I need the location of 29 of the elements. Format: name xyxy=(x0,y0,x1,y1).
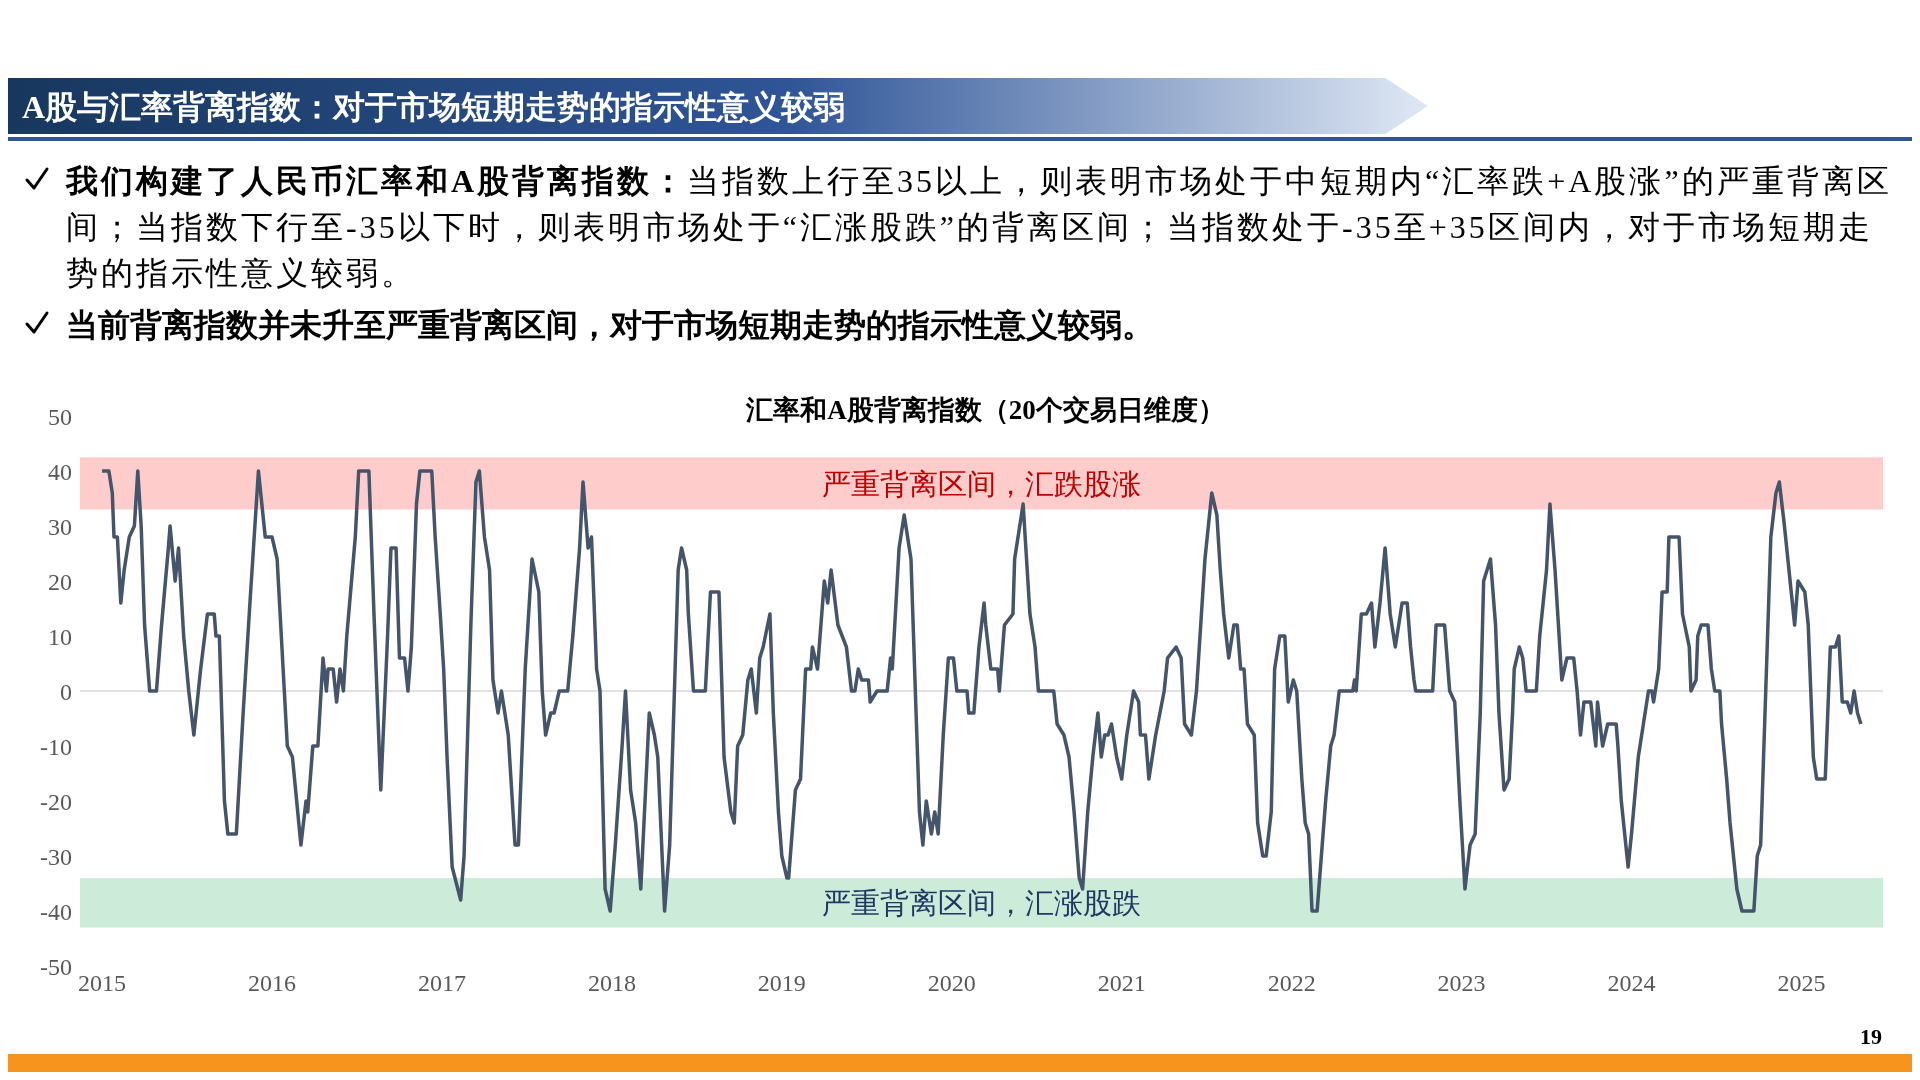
x-tick-label: 2015 xyxy=(78,970,127,997)
y-tick-label: -10 xyxy=(40,733,72,760)
y-tick-label: 20 xyxy=(48,568,72,595)
x-tick-label: 2019 xyxy=(757,970,806,997)
y-tick-label: -20 xyxy=(40,788,72,815)
y-tick-label: -30 xyxy=(40,843,72,870)
y-tick-label: 0 xyxy=(60,678,72,705)
y-tick-label: 40 xyxy=(48,458,72,485)
text: 当前背离指数并未升至严重背离区间，对于市场短期走势的指示性意义较弱。 xyxy=(66,306,1155,345)
chart-title: 汇率和A股背离指数（20个交易日维度） xyxy=(745,394,1226,427)
x-tick-label: 2024 xyxy=(1607,970,1656,997)
text: 19 xyxy=(1860,1024,1882,1050)
text: A股与汇率背离指数：对于市场短期走势的指示性意义较弱 xyxy=(22,88,846,127)
x-tick-label: 2022 xyxy=(1267,970,1316,997)
x-tick-label: 2020 xyxy=(927,970,976,997)
y-tick-label: -50 xyxy=(40,953,72,980)
x-tick-label: 2018 xyxy=(587,970,636,997)
y-tick-label: 10 xyxy=(48,623,72,650)
x-tick-label: 2017 xyxy=(417,970,466,997)
text: 我们构建了人民币汇率和A股背离指数：当指数上行至35以上，则表明市场处于中短期内“汇率跌+A股涨”的严重背离区间；当指数下行至-35以下时，则表明市场处于“汇涨股跌”的背离区间；当指数处于-35至+35区间内，对于市场短期走势的指示性意义较弱。 xyxy=(66,163,1892,291)
x-tick-label: 2023 xyxy=(1437,970,1486,997)
y-tick-label: -40 xyxy=(40,898,72,925)
x-tick-label: 2016 xyxy=(248,970,297,997)
y-tick-label: 50 xyxy=(48,403,72,430)
x-tick-label: 2025 xyxy=(1777,970,1826,997)
y-tick-label: 30 xyxy=(48,513,72,540)
band-label: 严重背离区间，汇跌股涨 xyxy=(822,467,1141,500)
x-tick-label: 2021 xyxy=(1097,970,1146,997)
band-label: 严重背离区间，汇涨股跌 xyxy=(822,887,1141,920)
